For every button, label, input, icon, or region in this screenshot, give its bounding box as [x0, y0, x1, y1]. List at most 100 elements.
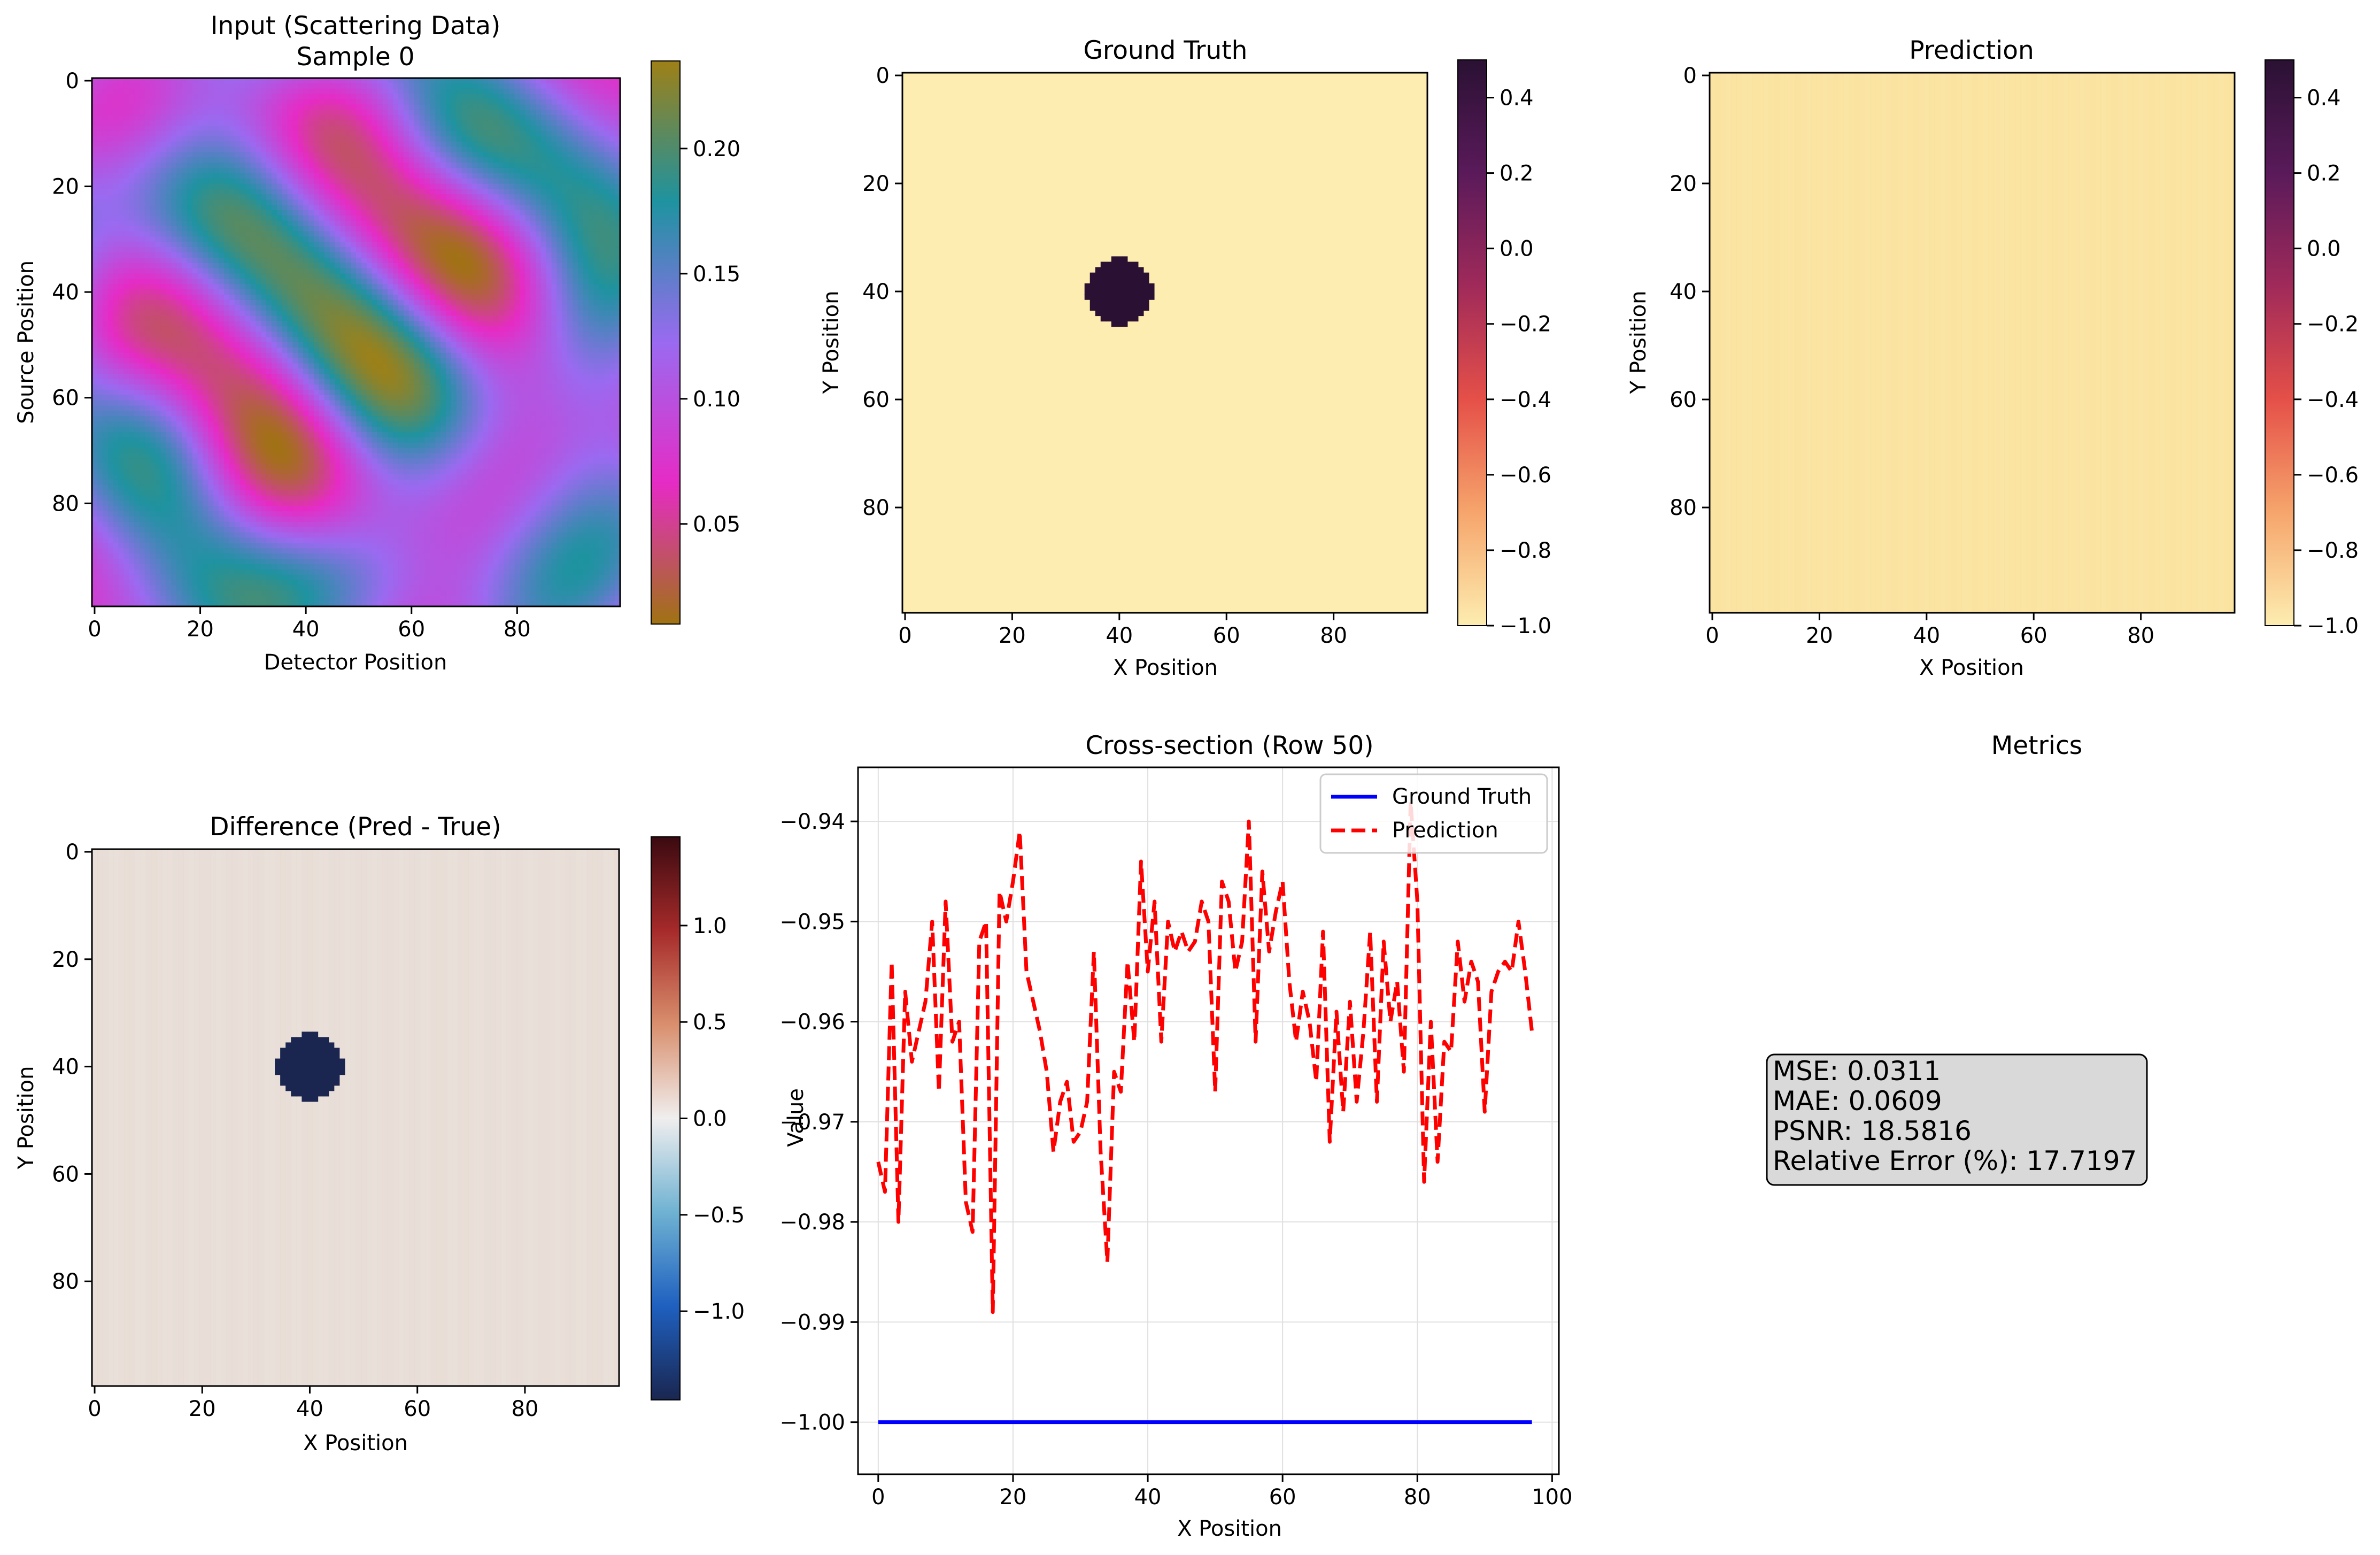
input-cell: [540, 136, 547, 142]
input-cell: [213, 257, 219, 264]
input-cell: [150, 78, 156, 84]
input-cell: [166, 152, 172, 158]
input-cell: [292, 178, 298, 184]
input-cell: [609, 263, 615, 269]
input-cell: [430, 78, 436, 84]
input-cell: [345, 152, 351, 158]
input-cell: [456, 305, 462, 311]
input-cell: [129, 326, 135, 332]
input-cell: [97, 210, 103, 216]
input-cell: [615, 242, 621, 248]
input-cell: [609, 289, 615, 295]
input-cell: [250, 205, 256, 211]
input-cell: [546, 178, 552, 184]
input-cell: [229, 125, 235, 132]
input-cell: [171, 83, 177, 89]
input-cell: [567, 88, 573, 95]
input-cell: [266, 337, 272, 343]
input-cell: [514, 226, 520, 232]
input-cell: [393, 163, 399, 168]
input-cell: [467, 321, 473, 327]
input-cell: [351, 110, 357, 116]
input-cell: [356, 215, 362, 221]
input-cell: [472, 242, 478, 248]
input-cell: [282, 110, 288, 116]
input-cell: [181, 136, 188, 142]
input-cell: [445, 242, 452, 248]
input-cell: [245, 231, 251, 237]
input-cell: [213, 141, 219, 148]
input-cell: [144, 173, 151, 179]
input-cell: [97, 310, 103, 317]
input-cell: [557, 125, 562, 132]
input-cell: [372, 220, 378, 227]
input-cell: [160, 226, 166, 232]
input-cell: [351, 183, 357, 190]
input-cell: [593, 178, 600, 184]
input-cell: [540, 94, 547, 100]
input-cell: [546, 263, 552, 269]
input-cell: [113, 215, 119, 221]
input-cell: [435, 263, 441, 269]
input-cell: [287, 78, 293, 84]
input-cell: [345, 88, 351, 95]
input-cell: [256, 152, 261, 158]
input-cell: [239, 120, 246, 126]
input-cell: [493, 284, 499, 290]
input-cell: [408, 337, 415, 343]
input-cell: [271, 279, 277, 284]
input-cell: [292, 242, 298, 248]
input-cell: [229, 104, 235, 110]
input-cell: [298, 110, 304, 116]
input-cell: [208, 215, 214, 221]
input-cell: [308, 136, 314, 142]
input-cell: [430, 94, 436, 100]
input-cell: [97, 284, 103, 290]
input-cell: [229, 178, 235, 184]
input-cell: [208, 332, 214, 337]
input-cell: [509, 220, 515, 227]
input-cell: [424, 125, 430, 132]
input-cell: [488, 205, 494, 211]
input-cell: [604, 289, 610, 295]
input-cell: [219, 279, 225, 284]
input-cell: [239, 136, 246, 142]
input-cell: [393, 284, 399, 290]
input-cell: [282, 289, 288, 295]
input-cell: [540, 152, 547, 158]
input-cell: [604, 78, 610, 84]
input-cell: [144, 136, 151, 142]
input-cell: [414, 268, 420, 274]
input-cell: [139, 231, 145, 237]
input-cell: [435, 299, 441, 306]
input-cell: [313, 337, 320, 343]
input-cell: [577, 94, 584, 100]
input-cell: [451, 247, 457, 253]
input-cell: [567, 247, 573, 253]
input-cell: [615, 173, 621, 179]
input-cell: [377, 268, 383, 274]
input-cell: [388, 284, 393, 290]
input-cell: [234, 231, 241, 237]
input-cell: [266, 310, 272, 317]
input-cell: [361, 104, 367, 110]
input-cell: [340, 88, 346, 95]
input-cell: [472, 152, 478, 158]
input-cell: [197, 163, 204, 168]
input-cell: [187, 115, 193, 121]
input-cell: [155, 242, 161, 248]
input-cell: [530, 257, 536, 264]
input-cell: [102, 99, 109, 105]
input-cell: [451, 183, 457, 190]
input-cell: [498, 130, 505, 137]
input-cell: [520, 289, 526, 295]
input-cell: [593, 315, 600, 322]
input-cell: [377, 99, 383, 105]
input-cell: [303, 104, 309, 110]
input-cell: [488, 178, 494, 184]
input-cell: [229, 199, 235, 205]
input-cell: [144, 152, 151, 158]
input-cell: [514, 242, 520, 248]
input-cell: [424, 337, 430, 343]
input-cell: [192, 173, 198, 179]
